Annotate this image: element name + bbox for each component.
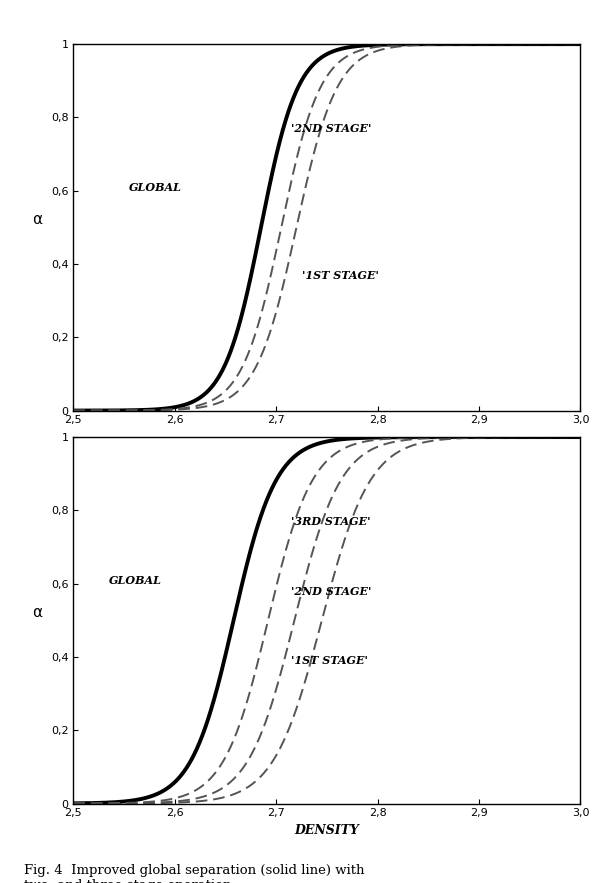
Text: '2ND STAGE': '2ND STAGE': [291, 585, 371, 597]
Text: '1ST STAGE': '1ST STAGE': [302, 269, 378, 281]
Text: GLOBAL: GLOBAL: [109, 575, 162, 585]
Text: '1ST STAGE': '1ST STAGE': [291, 655, 368, 667]
Text: '2ND STAGE': '2ND STAGE': [291, 123, 371, 134]
Text: GLOBAL: GLOBAL: [129, 182, 182, 192]
Y-axis label: α: α: [32, 213, 42, 228]
X-axis label: DENSITY: DENSITY: [295, 824, 359, 837]
Text: '3RD STAGE': '3RD STAGE': [291, 516, 371, 527]
Y-axis label: α: α: [32, 606, 42, 620]
Text: Fig. 4  Improved global separation (solid line) with
two- and three-stage operat: Fig. 4 Improved global separation (solid…: [24, 864, 365, 883]
